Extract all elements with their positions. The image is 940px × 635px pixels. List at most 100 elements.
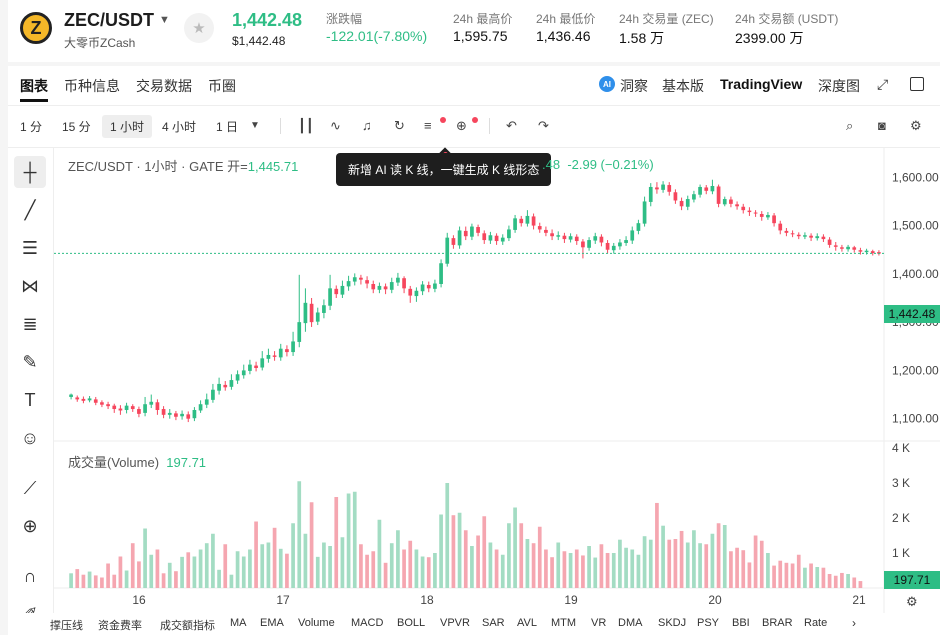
indicator-0[interactable]: 撑压线 bbox=[50, 620, 83, 632]
candle-type-icon[interactable]: ┃┃ bbox=[298, 118, 314, 133]
candle-body bbox=[655, 187, 659, 190]
volume-bar bbox=[599, 544, 604, 588]
candle-body bbox=[334, 288, 339, 295]
add-plus-icon[interactable]: ⊕ bbox=[456, 118, 467, 133]
pair-dropdown-icon[interactable]: ▼ bbox=[159, 14, 170, 26]
candle-body bbox=[106, 404, 110, 407]
depth-chart-button[interactable]: 深度图 bbox=[818, 78, 860, 94]
candle-body bbox=[735, 204, 739, 207]
brush-icon[interactable]: ✎ bbox=[22, 351, 38, 372]
candle-body bbox=[69, 394, 73, 397]
timeframe-1d[interactable]: 1 日 bbox=[216, 120, 239, 134]
crosshair-icon[interactable]: ┼ bbox=[14, 156, 46, 188]
volume-bar bbox=[254, 521, 258, 588]
candle-body bbox=[408, 288, 413, 296]
tab-trade-data[interactable]: 交易数据 bbox=[136, 78, 192, 94]
emoji-icon[interactable]: ☺ bbox=[20, 427, 40, 448]
ai-kline-tooltip: 新增 AI 读 K 线，一键生成 K 线形态 bbox=[336, 153, 552, 186]
indicators-icon[interactable]: ∿ bbox=[330, 118, 341, 133]
candle-body bbox=[359, 277, 363, 280]
timeframe-15m[interactable]: 15 分 bbox=[62, 120, 91, 134]
horizontal-lines-icon[interactable]: ☰ bbox=[21, 237, 39, 258]
candle-body bbox=[254, 365, 258, 368]
axis-settings-icon[interactable]: ⚙ bbox=[906, 594, 918, 609]
indicator-17[interactable]: BRAR bbox=[762, 617, 793, 629]
indicator-7[interactable]: BOLL bbox=[397, 617, 426, 629]
basic-view-button[interactable]: 基本版 bbox=[662, 78, 704, 94]
favorite-star-icon[interactable]: ★ bbox=[184, 13, 214, 43]
search-icon[interactable]: ⌕ bbox=[846, 118, 854, 133]
volume-bar bbox=[235, 551, 240, 588]
volume-bar bbox=[81, 574, 86, 588]
trendline-icon[interactable]: ╱ bbox=[24, 199, 36, 220]
indicator-5[interactable]: Volume bbox=[298, 617, 335, 629]
ai-kline-icon[interactable]: ≡ bbox=[424, 118, 432, 133]
replay-icon[interactable]: ↻ bbox=[394, 118, 405, 133]
legend-open-label: 开= bbox=[227, 159, 248, 174]
tab-community[interactable]: 币圈 bbox=[208, 78, 236, 94]
settings-gear-icon[interactable]: ⚙ bbox=[910, 118, 922, 133]
ruler-icon[interactable]: ⟋ bbox=[23, 477, 37, 498]
timeframe-dropdown-icon[interactable]: ▼ bbox=[250, 120, 260, 131]
indicator-3[interactable]: MA bbox=[230, 617, 247, 629]
indicator-4[interactable]: EMA bbox=[260, 617, 284, 629]
indicator-13[interactable]: DMA bbox=[618, 617, 643, 629]
candle-body bbox=[618, 242, 622, 247]
volume-bar bbox=[291, 523, 295, 588]
magnet-icon[interactable]: ∩ bbox=[23, 565, 37, 586]
candle-body bbox=[494, 235, 499, 242]
undo-icon[interactable]: ↶ bbox=[506, 118, 517, 133]
pair-name[interactable]: ZEC/USDT bbox=[64, 10, 154, 30]
ai-insight-link[interactable]: 洞察 bbox=[620, 78, 648, 94]
candle-body bbox=[759, 214, 764, 217]
indicator-12[interactable]: VR bbox=[591, 617, 607, 629]
indicator-6[interactable]: MACD bbox=[351, 617, 384, 629]
candle-body bbox=[673, 192, 678, 201]
indicator-18[interactable]: Rate bbox=[804, 617, 828, 629]
alert-bell-icon[interactable]: ♫ bbox=[362, 118, 372, 133]
indicator-15[interactable]: PSY bbox=[697, 617, 720, 629]
indicator-9[interactable]: SAR bbox=[482, 617, 505, 629]
indicator-11[interactable]: MTM bbox=[551, 617, 577, 629]
indicator-10[interactable]: AVL bbox=[517, 617, 537, 629]
stat-low: 24h 最低价 1,436.46 bbox=[536, 10, 595, 44]
indicator-2[interactable]: 成交额指标 bbox=[160, 620, 215, 632]
candle-body bbox=[537, 226, 542, 230]
expand-icon[interactable]: ⤢ bbox=[877, 76, 889, 92]
timeframe-1m[interactable]: 1 分 bbox=[20, 120, 43, 134]
window-icon[interactable] bbox=[910, 77, 924, 91]
candle-body bbox=[852, 247, 857, 250]
indicator-14[interactable]: SKDJ bbox=[658, 617, 687, 629]
pattern-icon[interactable]: ⋈ bbox=[21, 275, 39, 296]
volume-bar bbox=[217, 569, 221, 588]
candlestick-chart[interactable]: 1,600.001,500.001,400.001,300.001,200.00… bbox=[54, 148, 940, 613]
fib-retracement-icon[interactable]: ≣ bbox=[22, 313, 38, 334]
ai-insight-icon[interactable]: AI bbox=[599, 76, 615, 92]
volume-bar bbox=[482, 516, 487, 588]
redo-icon[interactable]: ↷ bbox=[538, 118, 549, 133]
candle-body bbox=[217, 383, 221, 391]
indicator-8[interactable]: VPVR bbox=[440, 617, 470, 629]
volume-bar bbox=[593, 557, 598, 588]
candle-body bbox=[365, 280, 369, 284]
indicator-1[interactable]: 资金费率 bbox=[98, 620, 142, 632]
timeframe-4h[interactable]: 4 小时 bbox=[162, 120, 197, 134]
tradingview-button[interactable]: TradingView bbox=[720, 76, 803, 92]
zoom-in-icon[interactable]: ⊕ bbox=[22, 515, 38, 536]
tab-coin-info[interactable]: 币种信息 bbox=[64, 78, 120, 94]
chart-canvas[interactable]: 1,600.001,500.001,400.001,300.001,200.00… bbox=[54, 147, 940, 635]
time-tick-label: 20 bbox=[708, 593, 722, 607]
timeframe-1h[interactable]: 1 小时 bbox=[102, 115, 153, 138]
volume-bar bbox=[167, 562, 172, 588]
candle-body bbox=[815, 236, 820, 239]
tab-chart[interactable]: 图表 bbox=[20, 78, 48, 94]
candle-body bbox=[100, 402, 104, 405]
candle-body bbox=[457, 230, 462, 246]
indicator-16[interactable]: BBI bbox=[732, 617, 750, 629]
camera-icon[interactable]: ◙ bbox=[878, 118, 886, 133]
candle-body bbox=[858, 250, 863, 252]
toolbar-divider bbox=[489, 118, 490, 134]
volume-bar bbox=[692, 530, 696, 588]
scroll-right-icon[interactable]: › bbox=[852, 616, 856, 630]
text-tool-icon[interactable]: T bbox=[24, 389, 36, 410]
